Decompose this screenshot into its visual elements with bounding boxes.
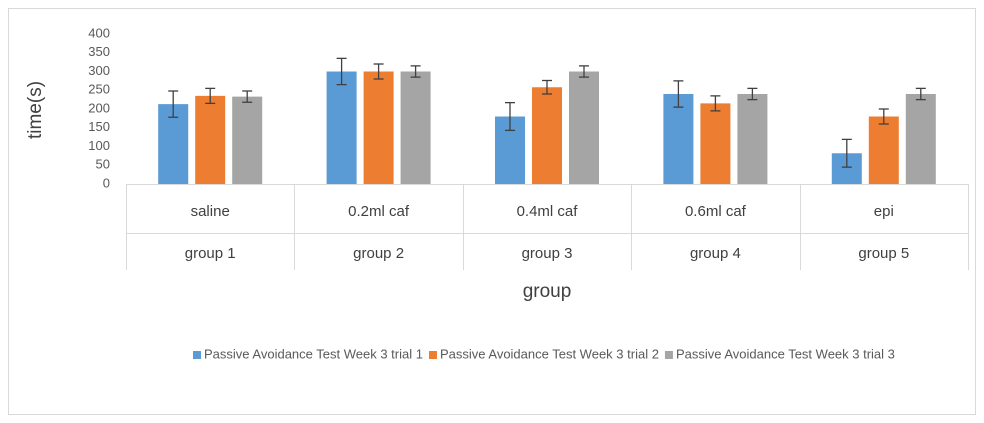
error-bar: [505, 101, 515, 132]
legend-swatch: [193, 351, 201, 359]
chart-border: [8, 8, 976, 415]
y-tick-label: 350: [88, 44, 110, 59]
bar: [905, 94, 936, 184]
x-tick-label: 0.2ml caf: [348, 203, 410, 220]
x-group-label: group 2: [353, 245, 404, 262]
y-tick-label: 250: [88, 82, 110, 97]
error-bar: [747, 87, 758, 101]
error-bar: [579, 65, 589, 78]
bar: [663, 94, 694, 184]
bar: [700, 103, 731, 184]
error-bar: [336, 57, 347, 86]
x-axis-title: group: [523, 281, 572, 302]
error-bar: [205, 87, 216, 105]
legend-swatch: [428, 351, 437, 359]
y-tick-label: 300: [88, 63, 110, 78]
y-tick-label: 150: [88, 119, 110, 134]
x-group-label: group 5: [858, 245, 909, 262]
legend-label: Passive Avoidance Test Week 3 trial 1: [204, 346, 423, 361]
error-bar: [841, 138, 852, 168]
y-tick-label: 100: [88, 138, 110, 153]
error-bar: [168, 90, 179, 118]
bar: [326, 71, 357, 184]
bar: [400, 71, 431, 184]
y-tick-label: 400: [88, 25, 110, 40]
error-bar: [373, 63, 384, 80]
bar: [363, 71, 394, 184]
error-bar: [915, 87, 926, 101]
error-bar: [542, 79, 552, 95]
bar: [868, 116, 899, 184]
x-group-label: group 4: [690, 245, 741, 262]
y-tick-label: 200: [88, 100, 110, 115]
legend-label: Passive Avoidance Test Week 3 trial 3: [676, 346, 895, 361]
error-bar: [878, 108, 889, 125]
legend-swatch: [664, 351, 673, 359]
error-bar: [710, 95, 721, 112]
error-bar: [410, 65, 421, 78]
x-tick-label: 0.6ml caf: [685, 203, 747, 220]
x-group-label: group 1: [185, 245, 236, 262]
x-tick-label: saline: [191, 203, 230, 220]
bar: [737, 94, 768, 184]
legend-label: Passive Avoidance Test Week 3 trial 2: [440, 346, 659, 361]
bar: [569, 71, 599, 184]
error-bar: [242, 90, 253, 103]
bar: [232, 96, 263, 184]
y-tick-label: 50: [96, 157, 110, 172]
x-group-label: group 3: [522, 245, 573, 262]
x-tick-label: epi: [874, 203, 894, 220]
y-tick-label: 0: [103, 175, 110, 190]
x-tick-label: 0.4ml caf: [517, 203, 579, 220]
bar: [532, 87, 562, 184]
error-bar: [673, 80, 684, 108]
bar: [195, 95, 226, 184]
y-axis-title: time(s): [25, 81, 46, 139]
